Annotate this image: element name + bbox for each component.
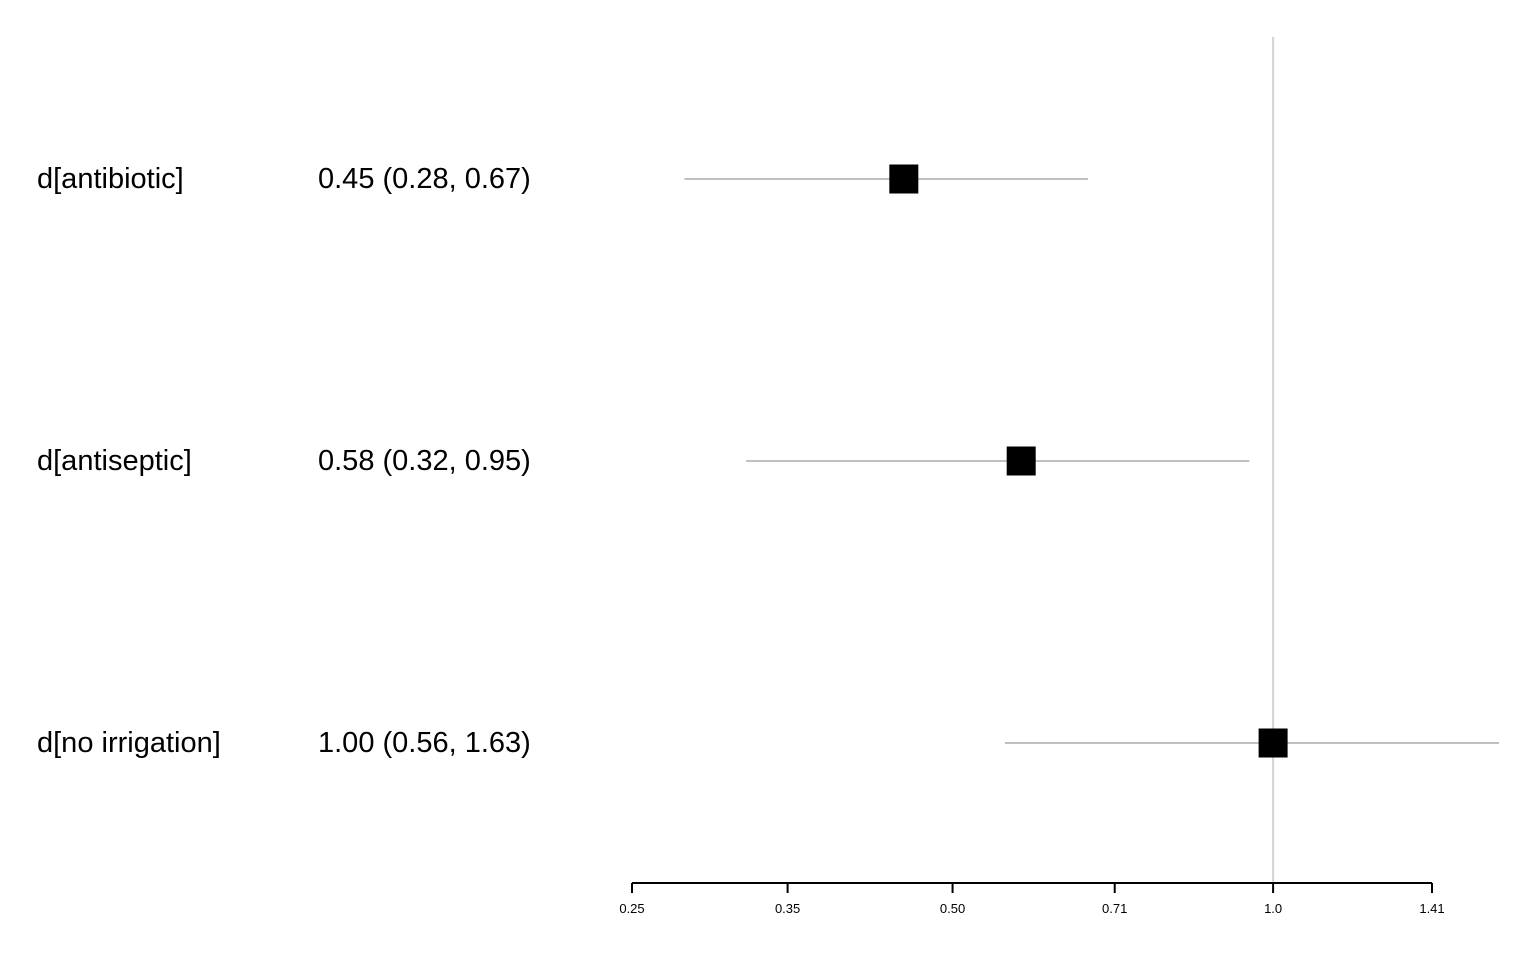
row-label: d[antibiotic] xyxy=(37,163,184,195)
point-estimate xyxy=(889,164,919,194)
x-axis-tick-label: 1.0 xyxy=(1264,901,1282,916)
row-label-layer: d[antibiotic] 0.45 (0.28, 0.67) d[antisept… xyxy=(37,163,531,759)
point-estimate xyxy=(1006,446,1036,476)
x-axis-tick-label: 0.35 xyxy=(775,901,800,916)
x-axis: 0.25 0.35 0.50 0.71 1.0 1.41 xyxy=(619,882,1445,916)
row-label: d[no irrigation] xyxy=(37,727,221,759)
row-estimate-text: 0.58 (0.32, 0.95) xyxy=(318,445,531,477)
row-estimate-text: 0.45 (0.28, 0.67) xyxy=(318,163,531,195)
point-estimate-layer xyxy=(889,164,1288,758)
point-estimate xyxy=(1258,728,1288,758)
row-estimate-text: 1.00 (0.56, 1.63) xyxy=(318,727,531,759)
x-axis-tick-label: 0.25 xyxy=(619,901,644,916)
x-axis-tick-label: 0.50 xyxy=(940,901,965,916)
confidence-interval-layer xyxy=(684,178,1499,744)
x-axis-tick-label: 0.71 xyxy=(1102,901,1127,916)
x-axis-tick-label: 1.41 xyxy=(1419,901,1444,916)
row-label: d[antiseptic] xyxy=(37,445,192,477)
